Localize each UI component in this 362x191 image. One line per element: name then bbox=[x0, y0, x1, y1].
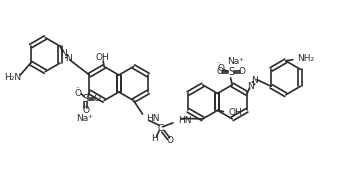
Text: H: H bbox=[152, 134, 158, 143]
Text: Na⁺: Na⁺ bbox=[76, 114, 93, 123]
Text: NH₂: NH₂ bbox=[297, 54, 315, 63]
Text: N: N bbox=[65, 54, 72, 63]
Text: O: O bbox=[216, 67, 223, 76]
Text: OH: OH bbox=[228, 108, 242, 117]
Text: N: N bbox=[60, 49, 67, 58]
Text: O: O bbox=[83, 106, 89, 115]
Text: H₂N: H₂N bbox=[4, 73, 21, 82]
Text: O: O bbox=[239, 67, 246, 76]
Text: HN: HN bbox=[178, 116, 192, 125]
Text: HN: HN bbox=[146, 114, 160, 123]
Text: O: O bbox=[167, 136, 174, 145]
Text: O: O bbox=[217, 64, 224, 74]
Text: N: N bbox=[252, 76, 258, 85]
Text: N: N bbox=[247, 82, 254, 91]
Text: C: C bbox=[158, 124, 164, 133]
Text: Na⁺: Na⁺ bbox=[227, 57, 244, 66]
Text: O: O bbox=[93, 95, 101, 104]
Text: OH: OH bbox=[95, 53, 109, 62]
Text: S: S bbox=[83, 94, 89, 104]
Text: ⁻: ⁻ bbox=[76, 87, 79, 93]
Text: O: O bbox=[75, 88, 82, 97]
Text: ⁻: ⁻ bbox=[217, 62, 220, 68]
Text: S: S bbox=[228, 67, 234, 77]
